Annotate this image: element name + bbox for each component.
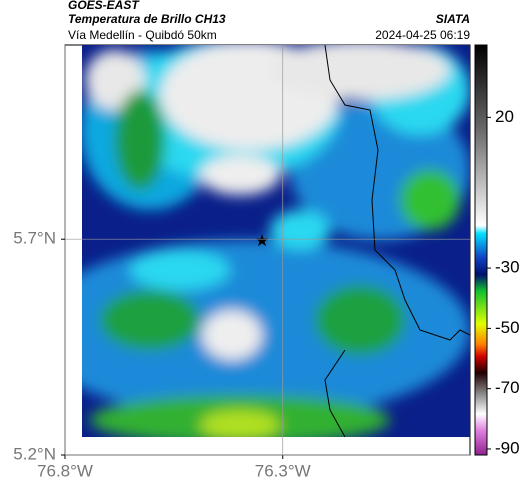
satellite-image <box>82 45 470 437</box>
station-marker <box>255 234 269 247</box>
y-tick-label: 5.2°N <box>13 444 56 463</box>
x-tick-label: 76.3°W <box>255 461 311 480</box>
route: Vía Medellín - Quibdó 50km <box>68 28 217 42</box>
timestamp: 2024-04-25 06:19 <box>375 28 470 42</box>
colorbar-tick-label: -30 <box>495 258 520 277</box>
x-tick-label: 76.8°W <box>37 461 93 480</box>
colorbar-tick-label: -50 <box>495 318 520 337</box>
colorbar-tick-label: 20 <box>495 107 514 126</box>
product-title: Temperatura de Brillo CH13 <box>68 12 226 26</box>
colorbar-tick-label: -70 <box>495 378 520 397</box>
colorbar-tick-label: -90 <box>495 438 520 457</box>
colorbar <box>474 44 488 456</box>
y-tick-label: 5.7°N <box>13 229 56 248</box>
source: GOES-EAST <box>68 0 140 12</box>
org: SIATA <box>436 12 470 26</box>
